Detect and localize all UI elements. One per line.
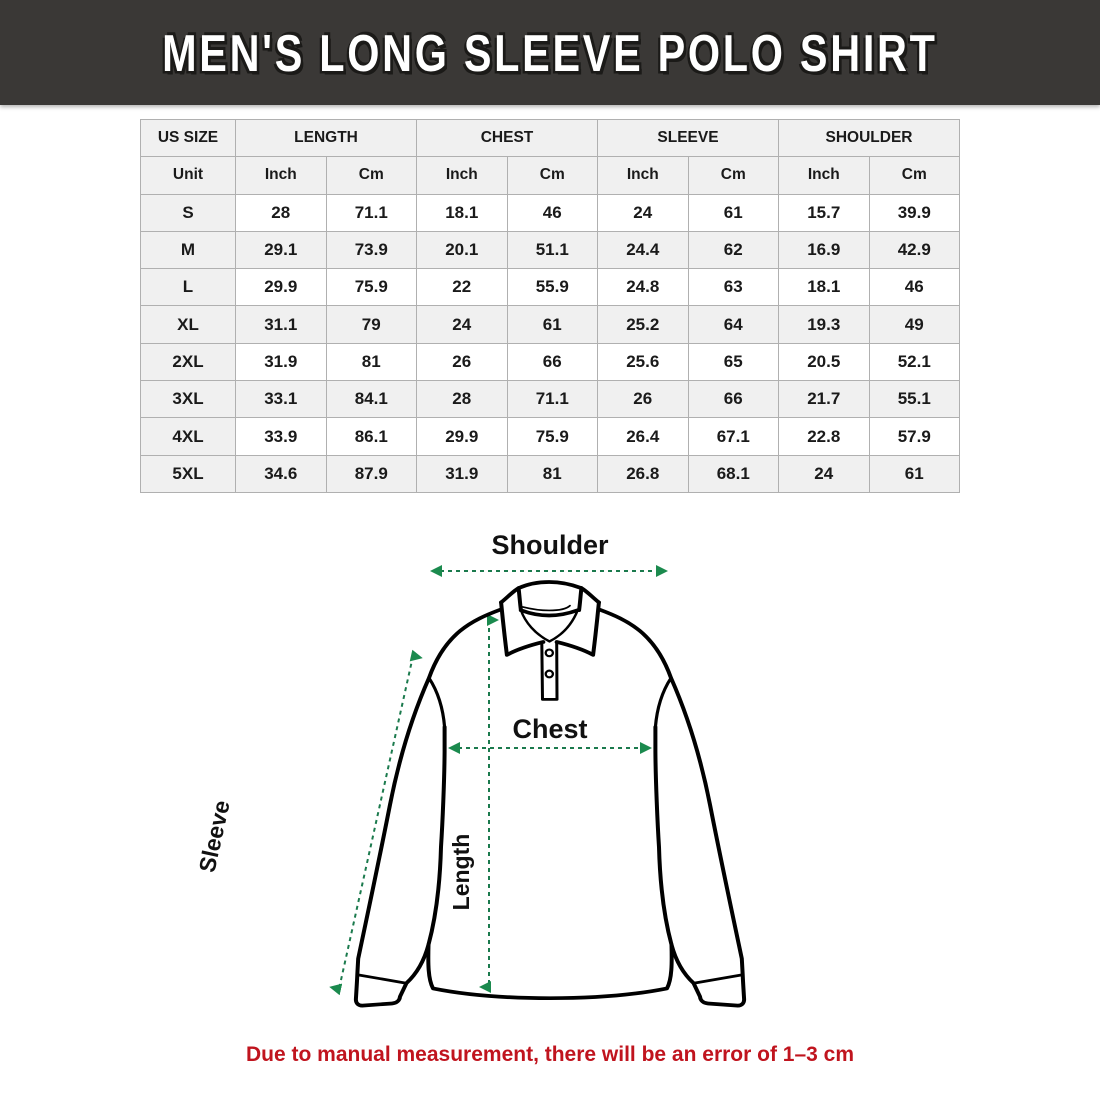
- svg-text:Sleeve: Sleeve: [194, 798, 235, 875]
- svg-text:Chest: Chest: [512, 714, 587, 744]
- svg-text:Shoulder: Shoulder: [491, 530, 608, 560]
- svg-text:Length: Length: [448, 834, 474, 911]
